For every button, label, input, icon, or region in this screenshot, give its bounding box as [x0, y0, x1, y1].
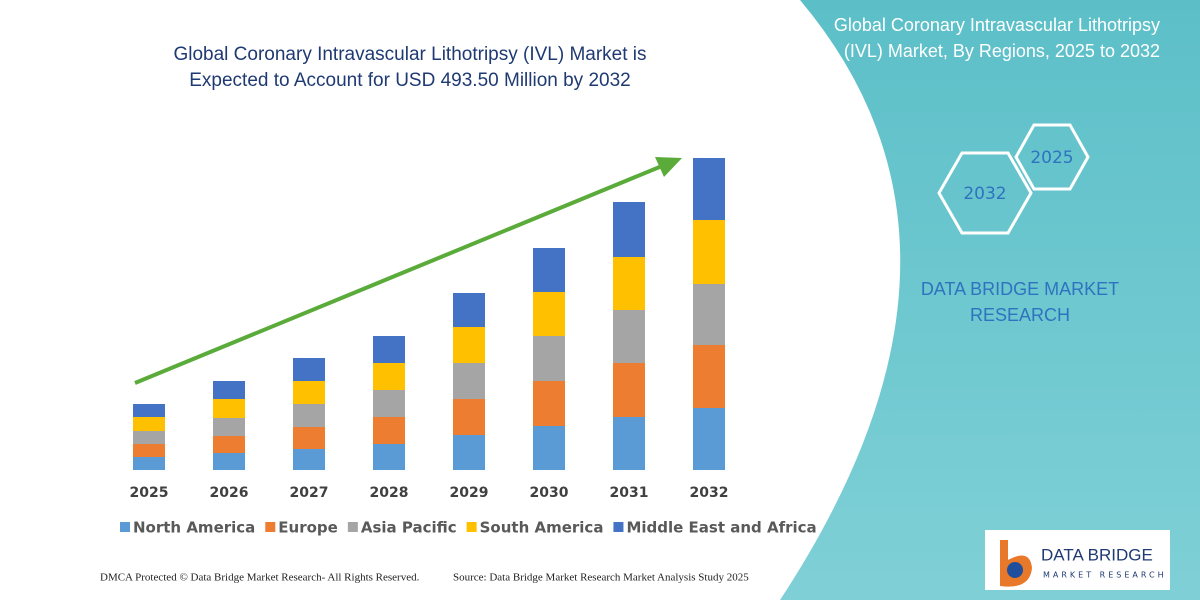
bar-segment — [453, 363, 485, 399]
logo-tagline: MARKET RESEARCH — [1043, 571, 1167, 580]
legend-label: South America — [480, 519, 604, 537]
bar-segment — [293, 404, 325, 427]
bar-segment — [373, 390, 405, 417]
bar-segment — [133, 417, 165, 431]
bar-segment — [693, 284, 725, 345]
bar-segment — [293, 427, 325, 449]
x-tick-label: 2030 — [530, 485, 569, 501]
logo-mark — [1007, 562, 1023, 578]
bar-segment — [133, 404, 165, 417]
legend-swatch — [347, 522, 358, 532]
x-tick-label: 2029 — [450, 485, 489, 501]
brand: DATA BRIDGE MARKET RESEARCH — [920, 279, 1120, 325]
bar-segment — [453, 399, 485, 435]
legend-swatch — [466, 522, 477, 532]
bar-segment — [533, 248, 565, 292]
bar-segment — [533, 426, 565, 470]
bar-segment — [533, 336, 565, 381]
bar-segment — [213, 436, 245, 453]
bar-segment — [213, 418, 245, 436]
bar-segment — [693, 158, 725, 220]
bar-segment — [453, 327, 485, 363]
bar-segment — [373, 417, 405, 444]
bar-segment — [693, 408, 725, 470]
hex-label: 2025 — [1030, 148, 1073, 168]
bar-segment — [293, 358, 325, 381]
logo-name: DATA BRIDGE — [1041, 545, 1153, 564]
bar-segment — [213, 399, 245, 418]
bar-segment — [213, 453, 245, 470]
bar-segment — [293, 449, 325, 470]
bar-segment — [133, 444, 165, 457]
bar-segment — [613, 417, 645, 470]
bar-segment — [533, 292, 565, 336]
x-tick-label: 2026 — [210, 485, 249, 501]
legend-label: Middle East and Africa — [626, 519, 816, 537]
bar-segment — [453, 435, 485, 470]
hexagon — [937, 151, 1033, 235]
bar-segment — [613, 363, 645, 417]
legend-swatch — [120, 522, 130, 532]
bar-segment — [293, 381, 325, 404]
bar-segment — [133, 431, 165, 444]
trend-arrow — [134, 164, 663, 385]
x-tick-label: 2031 — [610, 485, 649, 501]
hex-label: 2032 — [963, 184, 1006, 204]
legend-label: North America — [133, 519, 255, 537]
footer-source: Source: Data Bridge Market Research Mark… — [453, 572, 749, 584]
side-panel — [780, 0, 1200, 600]
bar-segment — [373, 444, 405, 470]
x-tick-label: 2027 — [290, 485, 329, 501]
legend-swatch — [265, 522, 276, 532]
bar-segment — [213, 381, 245, 399]
bar-segment — [453, 293, 485, 327]
bar-segment — [613, 202, 645, 257]
footer-rights: DMCA Protected © Data Bridge Market Rese… — [100, 572, 420, 584]
trend-arrow-head — [655, 157, 682, 177]
bar-segment — [533, 381, 565, 426]
bar-segment — [693, 345, 725, 408]
bar-segment — [693, 220, 725, 284]
x-tick-label: 2028 — [370, 485, 409, 501]
x-tick-label: 2025 — [130, 485, 169, 501]
chart-title: Global Coronary Intravascular Lithotrips… — [173, 44, 647, 91]
bar-segment — [613, 257, 645, 310]
bar-segment — [373, 336, 405, 363]
legend-label: Europe — [278, 519, 338, 537]
bar-segment — [613, 310, 645, 363]
bar-segment — [373, 363, 405, 390]
x-tick-label: 2032 — [690, 485, 729, 501]
legend-swatch — [613, 522, 624, 532]
bar-segment — [133, 457, 165, 470]
legend-label: Asia Pacific — [361, 519, 457, 537]
hexagon — [1014, 123, 1090, 191]
panel-title: Global Coronary Intravascular Lithotrips… — [833, 15, 1160, 61]
